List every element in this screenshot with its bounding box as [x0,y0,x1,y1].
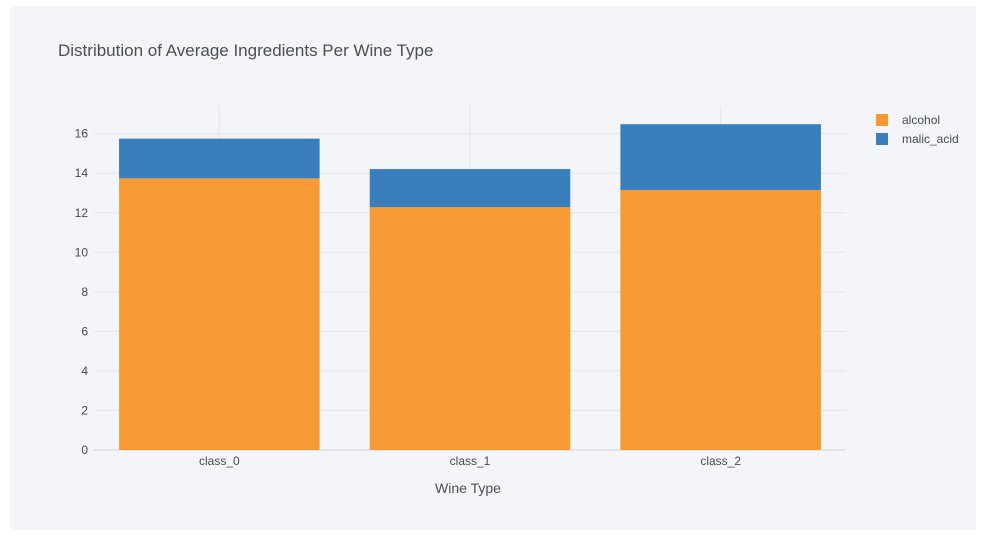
bar-malic_acid-class_0[interactable] [119,138,320,179]
legend-swatch-alcohol[interactable] [876,114,888,126]
bar-alcohol-class_0[interactable] [119,178,320,450]
x-tick-label: class_0 [199,454,240,468]
y-tick-label: 12 [75,206,89,220]
y-tick-label: 2 [81,403,88,417]
legend-label-malic_acid[interactable]: malic_acid [902,132,959,146]
legend: alcohol malic_acid [876,113,959,146]
y-tick-label: 16 [75,127,89,141]
legend-swatch-malic_acid[interactable] [876,133,888,145]
y-tick-label: 14 [75,166,89,180]
y-tick-label: 8 [81,285,88,299]
stacked-bar-chart: Distribution of Average Ingredients Per … [58,41,959,496]
bar-alcohol-class_1[interactable] [369,207,571,450]
x-axis-ticks: class_0 class_1 class_2 [199,454,741,468]
y-tick-label: 10 [75,245,89,259]
bar-alcohol-class_2[interactable] [620,190,821,450]
bar-malic_acid-class_1[interactable] [369,169,571,208]
bars-layer [119,124,821,450]
y-tick-label: 6 [81,324,88,338]
chart-title: Distribution of Average Ingredients Per … [58,41,433,60]
y-tick-label: 0 [81,443,88,457]
x-axis-title: Wine Type [435,480,501,496]
y-axis-ticks: 0 2 4 6 8 10 12 14 16 [75,127,89,457]
y-tick-label: 4 [81,364,88,378]
legend-label-alcohol[interactable]: alcohol [902,113,940,127]
bar-malic_acid-class_2[interactable] [620,124,821,191]
x-tick-label: class_2 [700,454,741,468]
chart-panel: Distribution of Average Ingredients Per … [10,6,976,530]
x-tick-label: class_1 [450,454,491,468]
